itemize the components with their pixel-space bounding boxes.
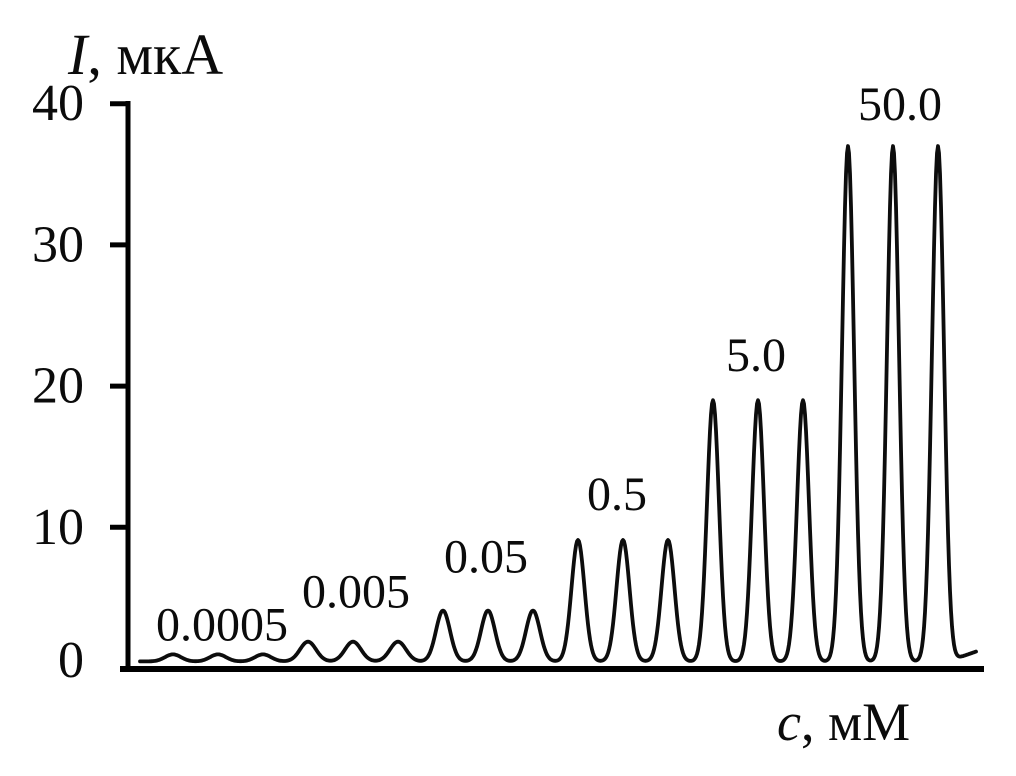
y-tick-label: 0 — [58, 632, 84, 689]
x-axis-unit: , мМ — [801, 692, 910, 752]
y-axis-symbol: I — [67, 22, 90, 87]
peak-group-label: 0.005 — [302, 566, 410, 619]
peak-group-label: 5.0 — [726, 329, 786, 382]
y-tick-label: 30 — [32, 216, 84, 273]
y-tick-label: 20 — [32, 358, 84, 415]
y-axis-title: I, мкА — [67, 22, 223, 87]
y-tick-label: 10 — [32, 499, 84, 556]
y-tick-label: 40 — [32, 75, 84, 132]
peak-group-label: 50.0 — [858, 78, 942, 131]
signal-curve — [138, 144, 978, 664]
x-axis-symbol: c — [777, 692, 801, 752]
y-axis-tick-labels: 0 10 20 30 40 — [32, 75, 84, 689]
y-axis-ticks — [110, 101, 130, 530]
peak-group-labels: 0.0005 0.005 0.05 0.5 5.0 50.0 — [156, 78, 942, 651]
peak-group-label: 0.5 — [587, 468, 647, 521]
y-axis-unit: , мкА — [87, 22, 223, 87]
peak-group-label: 0.05 — [444, 531, 528, 584]
peak-group-label: 0.0005 — [156, 598, 288, 651]
x-axis-title: c, мМ — [777, 692, 910, 752]
